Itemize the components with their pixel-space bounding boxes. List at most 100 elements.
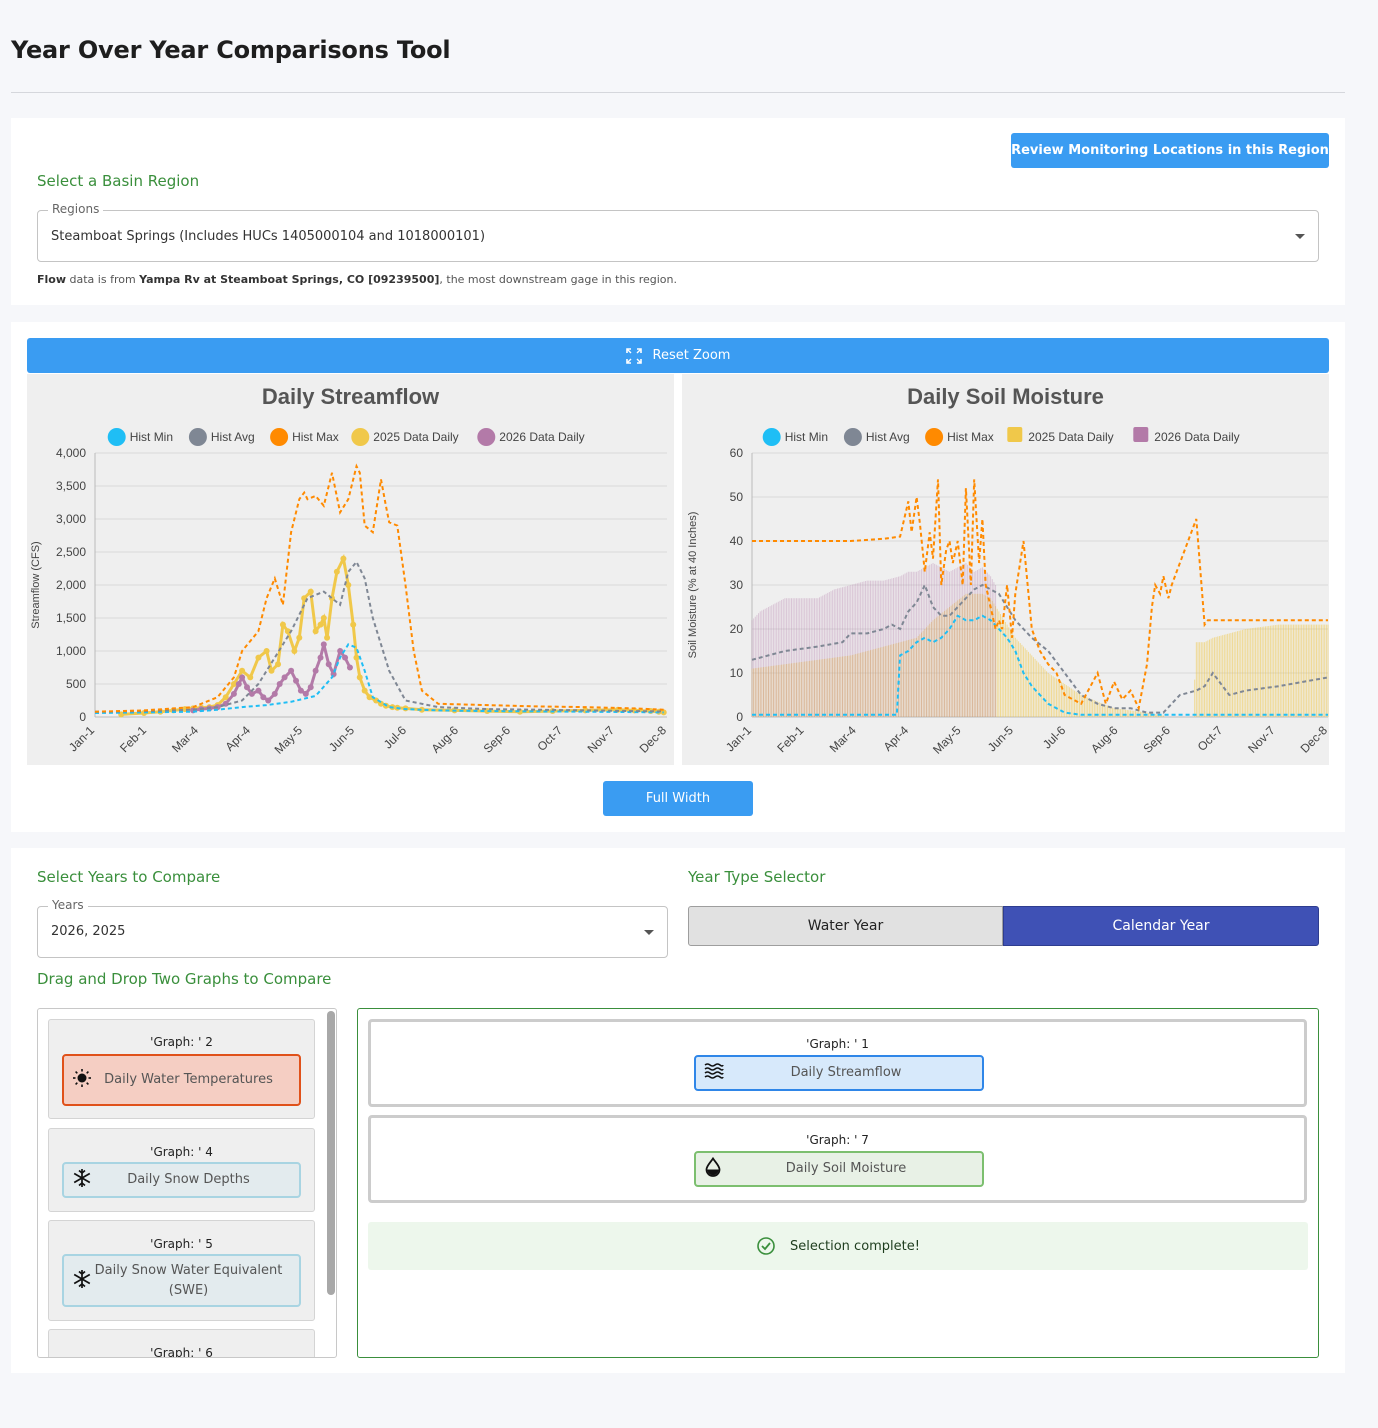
x-tick-label: Oct-7: [534, 723, 565, 754]
x-tick-label: Apr-4: [222, 723, 253, 754]
x-tick-label: Jan-1: [66, 723, 97, 754]
series-hist-avg: [94, 560, 664, 713]
y-tick-label: 60: [730, 446, 744, 460]
select-years-label: Select Years to Compare: [37, 868, 221, 886]
data-point: [325, 661, 332, 668]
data-point: [660, 709, 667, 716]
calendar-year-toggle[interactable]: Calendar Year: [1003, 906, 1319, 946]
y-tick-label: 2,500: [56, 545, 86, 559]
data-point: [317, 621, 324, 628]
streamflow-chart[interactable]: Daily Streamflow Hist Min Hist Avg Hist Max…: [27, 374, 674, 765]
data-point: [281, 674, 288, 681]
data-point: [263, 648, 270, 654]
graph-card-title: 'Graph: ' 6: [150, 1346, 213, 1358]
x-tick-label: Oct-7: [1195, 723, 1226, 754]
data-point: [342, 654, 349, 661]
region-select[interactable]: Regions Steamboat Springs (Includes HUCs…: [37, 202, 1319, 262]
data-point: [361, 687, 368, 694]
years-select[interactable]: Years 2026, 2025: [37, 898, 668, 958]
data-point: [345, 582, 352, 588]
data-point: [291, 648, 298, 654]
drop-zone[interactable]: 'Graph: ' 1 Daily Streamflow 'Graph: ' 7…: [357, 1008, 1319, 1358]
data-point: [255, 687, 262, 694]
water-year-toggle[interactable]: Water Year: [688, 906, 1003, 946]
full-width-button[interactable]: Full Width: [603, 781, 753, 816]
data-point: [260, 694, 267, 701]
chart-title: Daily Soil Moisture: [907, 384, 1104, 409]
region-field-label: Regions: [48, 202, 104, 216]
drag-drop-label: Drag and Drop Two Graphs to Compare: [37, 970, 332, 988]
swe-chip[interactable]: Daily Snow Water Equivalent (SWE): [62, 1254, 301, 1307]
legend-swatch: [270, 428, 289, 446]
soil-moisture-chart-svg: Daily Soil Moisture Hist Min Hist Avg Hist …: [687, 384, 1330, 757]
legend-swatch: [351, 428, 370, 446]
snow-depths-chip[interactable]: Daily Snow Depths: [62, 1162, 301, 1198]
reset-zoom-button[interactable]: Reset Zoom: [27, 338, 1329, 373]
chip-label: Daily Snow Depths: [127, 1172, 250, 1187]
sun-icon: [72, 1068, 92, 1092]
graph-card-title: 'Graph: ' 4: [150, 1145, 213, 1159]
drop-slot-2[interactable]: 'Graph: ' 7 Daily Soil Moisture: [368, 1115, 1307, 1203]
x-tick-label: May-5: [930, 723, 964, 757]
graph-card-5[interactable]: 'Graph: ' 5 Daily Snow Water Equivalent …: [48, 1220, 315, 1321]
x-tick-label: Jan-1: [723, 723, 754, 754]
legend-swatch: [188, 428, 207, 446]
data-point: [293, 677, 300, 684]
series-hist-avg: [751, 582, 1329, 714]
year-type-label: Year Type Selector: [688, 868, 826, 886]
soil-moisture-chip[interactable]: Daily Soil Moisture: [694, 1151, 984, 1187]
snowflake-icon: [72, 1168, 92, 1192]
data-point: [302, 690, 309, 697]
x-tick-label: Sep-6: [1140, 723, 1173, 756]
available-graphs-list[interactable]: 'Graph: ' 2 Daily Water Temperatures 'Gr…: [37, 1008, 337, 1358]
data-point: [276, 681, 283, 687]
data-point: [312, 628, 319, 635]
data-point: [243, 684, 250, 691]
legend-item: Hist Min: [130, 430, 173, 444]
data-point: [271, 690, 278, 697]
list-scrollbar[interactable]: [327, 1011, 335, 1295]
data-point: [230, 690, 237, 697]
graph-card-4[interactable]: 'Graph: ' 4 Daily Snow Depths: [48, 1128, 315, 1212]
y-tick-label: 1,500: [56, 611, 86, 625]
data-point: [265, 697, 272, 704]
data-point: [320, 615, 327, 621]
snowflake-icon: [72, 1269, 92, 1293]
data-point: [255, 654, 262, 661]
water-temperature-chip[interactable]: Daily Water Temperatures: [62, 1054, 301, 1106]
series-hist-min: [94, 643, 664, 714]
graph-card-6[interactable]: 'Graph: ' 6: [48, 1329, 315, 1358]
reset-zoom-label: Reset Zoom: [652, 348, 731, 363]
drop-slot-1[interactable]: 'Graph: ' 1 Daily Streamflow: [368, 1019, 1307, 1107]
y-tick-label: 30: [730, 578, 744, 592]
y-tick-label: 3,500: [56, 479, 86, 493]
series-line: [94, 463, 664, 713]
review-locations-button[interactable]: Review Monitoring Locations in this Regi…: [1011, 133, 1329, 168]
data-point: [312, 667, 319, 674]
years-field-value: 2026, 2025: [51, 924, 126, 939]
divider: [11, 92, 1345, 93]
data-point: [239, 667, 246, 674]
series-hist-max: [94, 463, 664, 713]
data-point: [297, 687, 304, 694]
data-point: [317, 654, 324, 661]
x-tick-label: Jun-5: [985, 723, 1016, 754]
x-tick-label: Mar-4: [169, 723, 201, 755]
graph-card-title: 'Graph: ' 2: [150, 1035, 213, 1049]
x-tick-label: Aug-6: [1088, 723, 1121, 756]
x-tick-label: May-5: [272, 723, 306, 757]
data-point: [320, 641, 327, 648]
x-tick-label: Jul-6: [1040, 723, 1069, 752]
soil-moisture-chart[interactable]: Daily Soil Moisture Hist Min Hist Avg Hist …: [682, 374, 1330, 765]
graph-card-2[interactable]: 'Graph: ' 2 Daily Water Temperatures: [48, 1019, 315, 1119]
streamflow-chip[interactable]: Daily Streamflow: [694, 1055, 984, 1091]
selection-status: Selection complete!: [368, 1222, 1308, 1270]
legend-item: Hist Avg: [211, 430, 255, 444]
chip-label: Daily Soil Moisture: [785, 1161, 907, 1176]
legend-swatch: [1133, 427, 1149, 442]
data-point: [337, 648, 344, 654]
y-tick-label: 500: [66, 677, 86, 691]
legend-item: 2026 Data Daily: [499, 430, 584, 444]
x-tick-label: Nov-7: [585, 723, 618, 756]
y-axis-label: Streamflow (CFS): [30, 541, 42, 628]
